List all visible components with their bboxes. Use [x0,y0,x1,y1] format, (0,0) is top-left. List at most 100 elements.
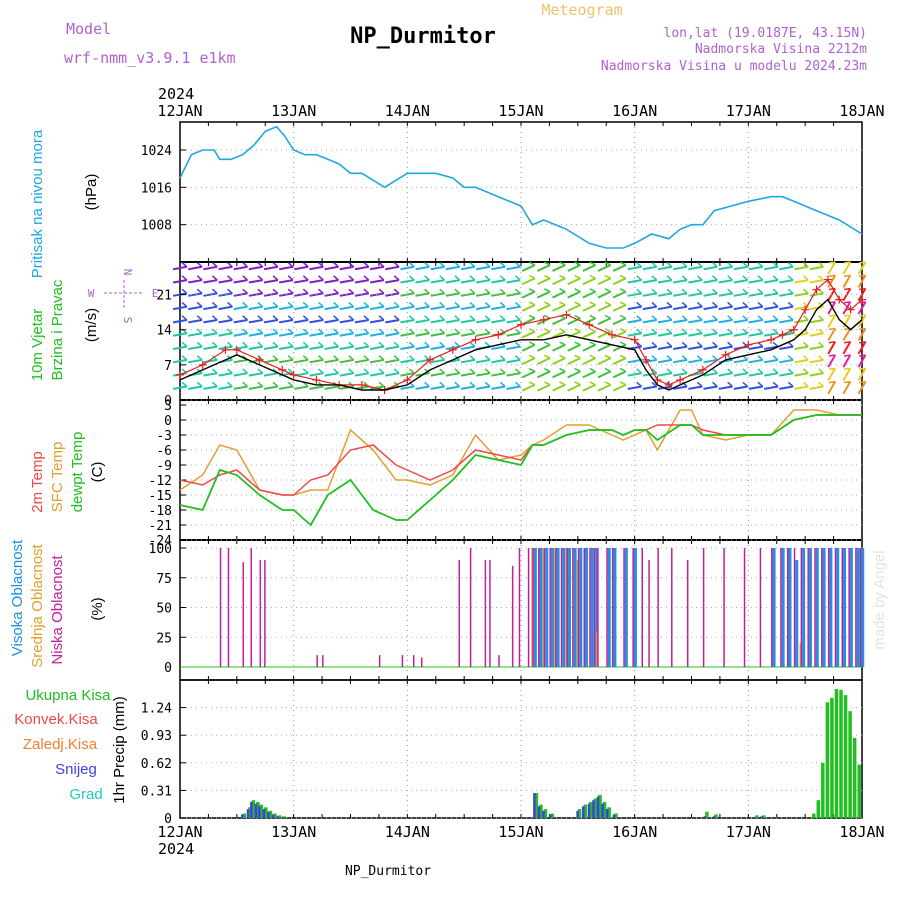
wind-barb [718,318,733,324]
wind-barb [642,279,657,284]
wind-barb [582,357,596,365]
wind-barb-feather [619,314,627,319]
cloud-bar [532,548,534,667]
wind-barb [430,305,445,311]
wind-barb [794,279,809,284]
wind-barb-feather [696,328,703,334]
wind-barb-feather [727,275,733,281]
wind-barb-feather [515,301,521,308]
cloud-bar [378,655,381,667]
wind-barb-feather [559,367,566,373]
wind-barb [188,292,203,297]
wind-barb-feather [818,301,824,308]
wind-barb [673,318,688,324]
bottom-day-label: 14JAN [385,823,430,841]
wind-barb-feather [604,367,612,373]
wind-barb [248,265,263,271]
wind-barb-feather [257,288,264,294]
wind-barb [476,305,491,311]
wind-barb-feather [528,328,536,333]
wind-barb [430,345,445,351]
wind-barb [827,381,837,395]
wind-barb [369,372,385,377]
wind-barb [476,358,491,364]
wind-barb [460,385,476,390]
wind-barb [857,274,867,288]
wind-barb-feather [333,315,339,321]
cloud-bar [242,562,245,667]
wind-gust-marker [403,375,412,384]
wind-barb-feather [242,261,249,268]
wind-barb-feather [227,301,233,308]
wind-barb [582,290,596,299]
wind-barb-feather [287,328,294,334]
wind-barb [763,318,779,324]
wind-barb [506,305,521,311]
wind-barb-feather [363,368,370,374]
cloud-bar [401,655,404,667]
cloud-bar [531,548,533,667]
wind-barb [248,279,263,284]
wind-barb [809,332,824,337]
wind-barb-feather [742,315,749,321]
wind-barb [642,292,657,297]
wind-barb [415,318,430,324]
wind-barb-feather [604,301,612,306]
cloud-panel: 0 25 50 75 100 [149,542,865,676]
wind-barb [279,305,294,311]
wind-barb-feather [589,328,596,333]
wind-barb-feather [469,328,476,334]
precip-bar [282,816,286,818]
cloud-bar [227,548,230,667]
wind-gust-marker [357,380,366,389]
wind-barb [172,345,188,351]
wind-barb [172,279,188,284]
wind-barb-feather [196,315,203,321]
precip-bar [549,814,552,818]
wind-barb-feather [843,261,851,264]
wind-barb [218,279,233,284]
cloud-bar [550,548,554,667]
wind-barb [612,383,627,392]
wind-barb-feather [619,328,627,333]
wind-barb-feather [772,341,779,348]
wind-barb [733,358,748,364]
wind-gust-marker [630,335,639,344]
wind-barb-feather [651,288,658,294]
wind-barb [491,385,506,390]
wind-barb-feather [712,355,718,361]
temp-ytick: -21 [149,519,172,534]
wind-barb [491,279,506,284]
wind-barb [491,345,506,351]
temp-ytick: -3 [156,429,172,444]
temperature-panel: -24-21-18-15-12-9-6-303 [149,399,862,549]
temp-ylabel-sfc: SFC Temp [49,442,66,513]
wind-barb [233,385,248,390]
wind-gust-marker [255,355,264,364]
wind-unit: (m/s) [83,308,100,342]
wind-barb-feather [651,355,658,361]
precip-bar [587,803,591,818]
wind-barb [673,332,688,337]
wind-barb [827,354,837,368]
wind-barb [279,265,294,271]
wind-barb [324,265,339,271]
wind-barb-feather [378,288,385,294]
wind-barb [627,305,642,311]
wind-barb-feather [666,261,673,268]
wind-barb-feather [469,315,476,321]
cloud-bar [702,548,705,667]
wind-barb [491,318,506,324]
wind-barb [536,290,551,299]
cloud-bar [781,548,785,667]
wind-barb [430,372,445,377]
wind-barb-feather [544,314,551,319]
temp-ytick: 0 [164,414,172,429]
wind-barb [521,370,536,379]
wind-barb [627,385,642,390]
wind-barb [857,367,867,381]
wind-barb-feather [393,368,400,374]
wind-barb [612,304,627,312]
wind-barb-feather [181,341,188,348]
wind-barb [233,305,248,311]
